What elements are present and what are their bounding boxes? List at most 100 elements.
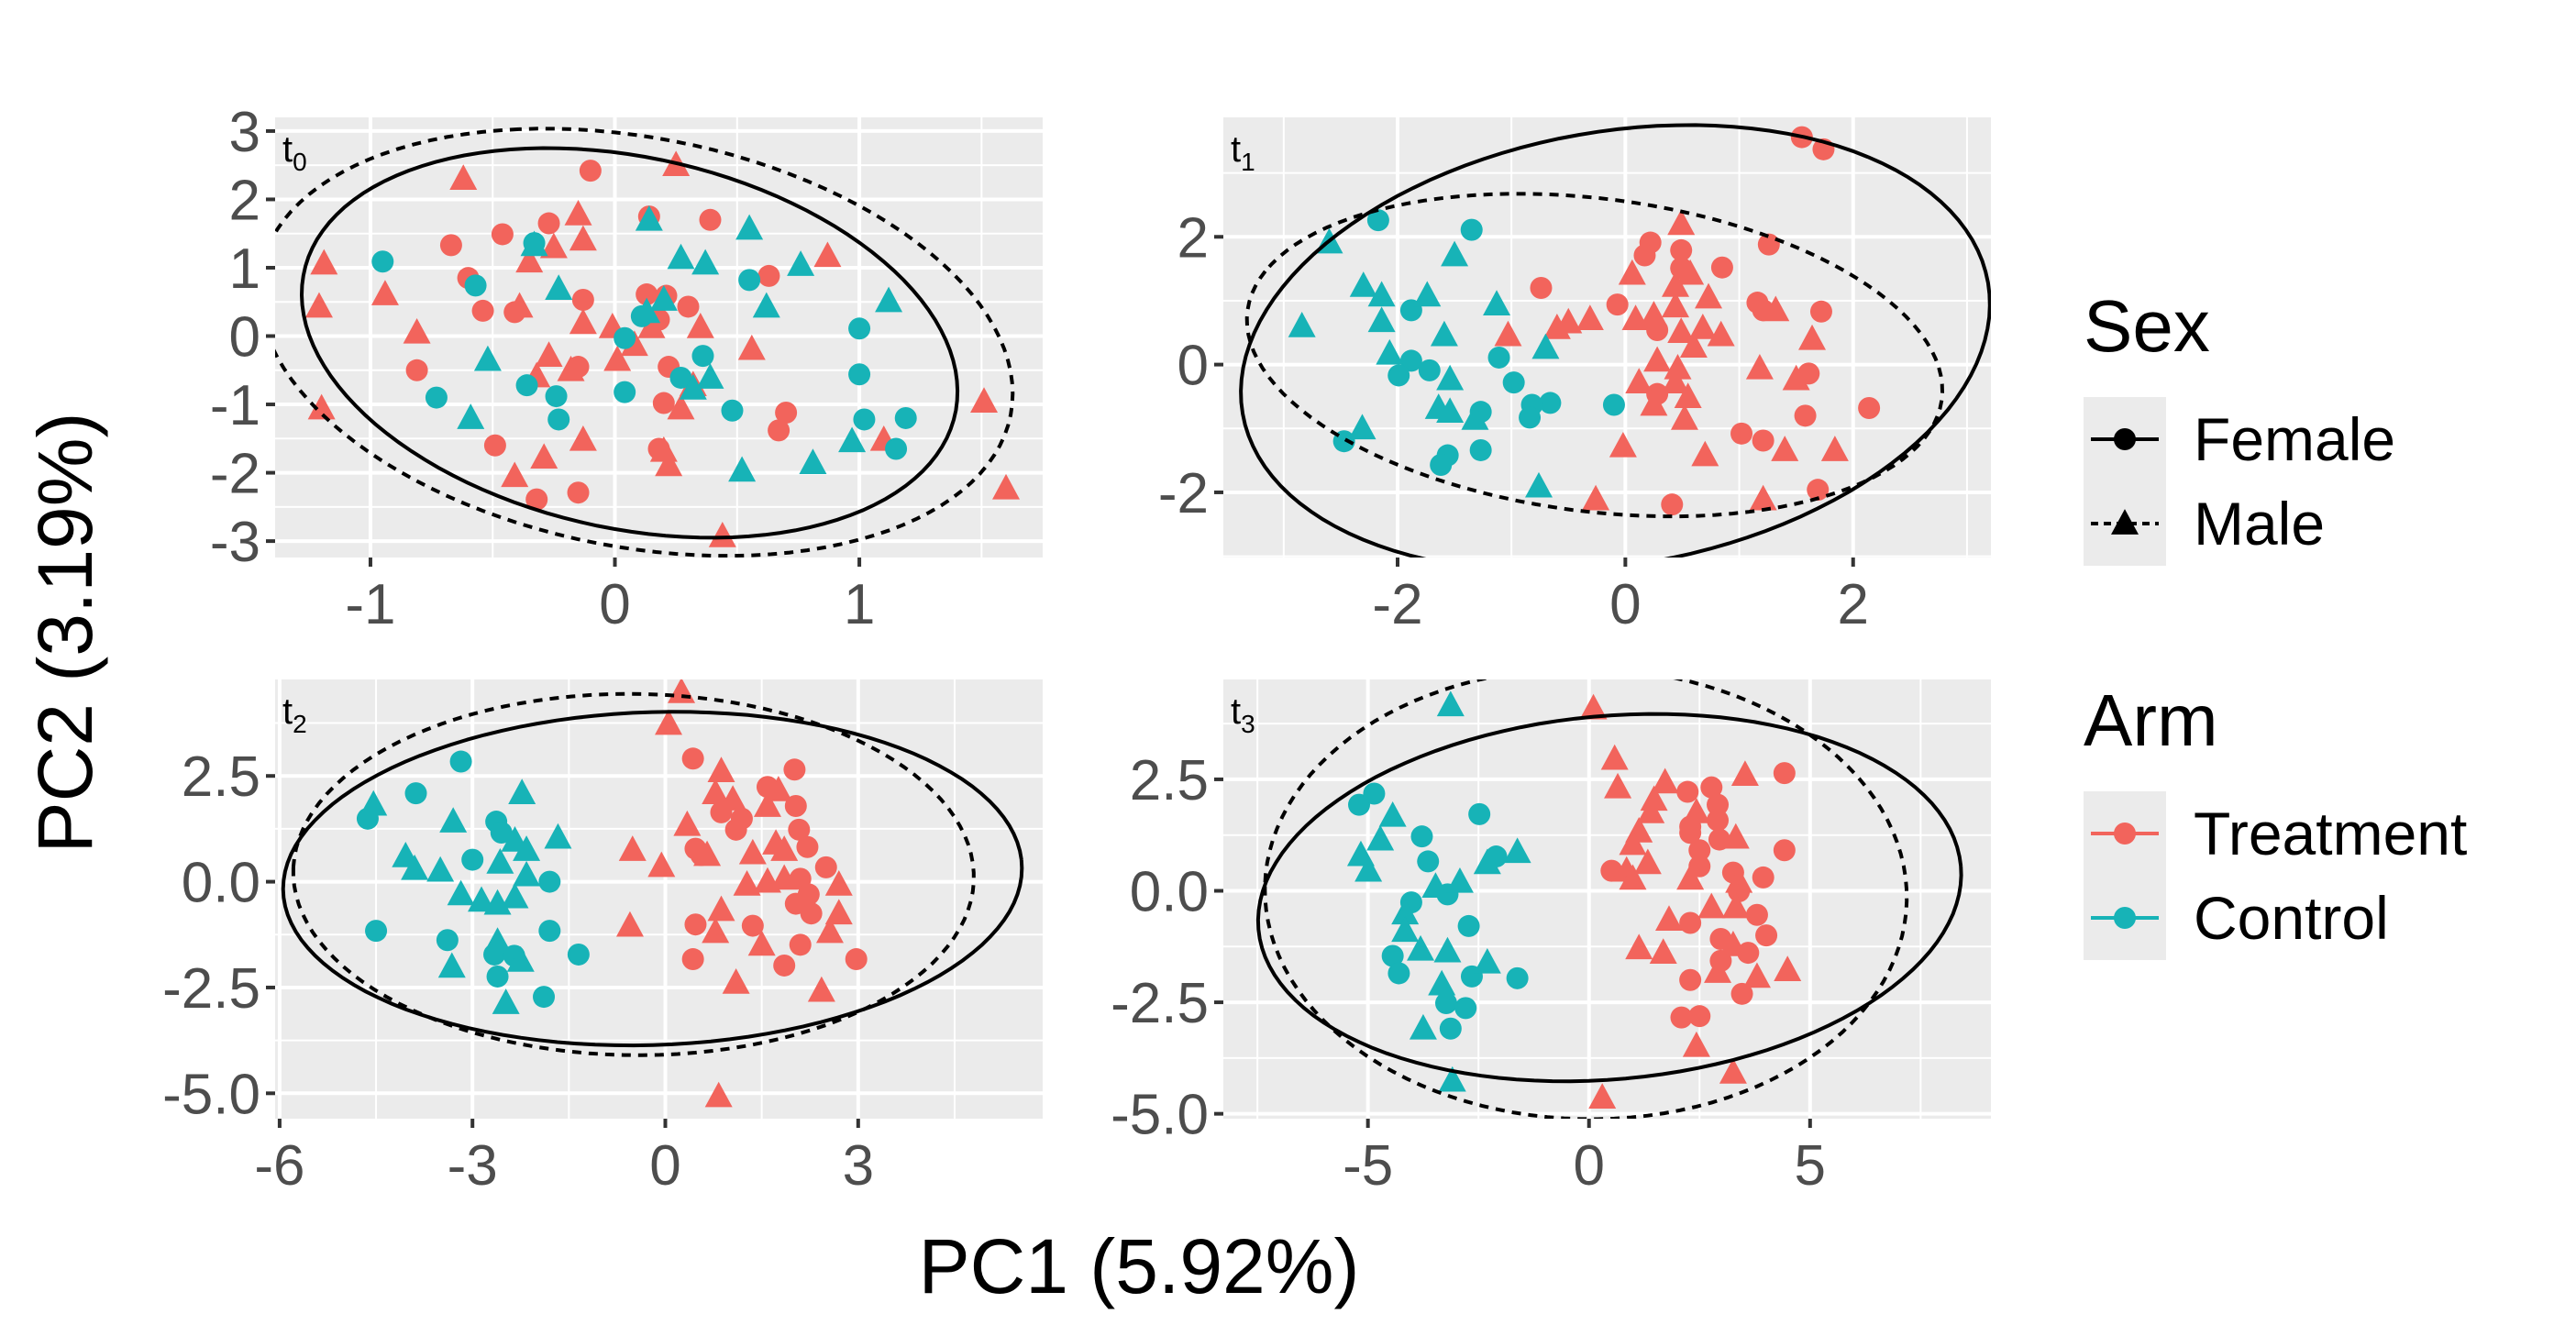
point-control-male [1531,333,1560,359]
point-control-female [436,929,459,952]
point-control-male [359,789,388,816]
panel-label: t0 [282,129,307,176]
point-control-male [633,297,661,324]
point-control-female [449,750,472,773]
point-control-female [567,943,590,966]
point-treatment-male [1655,905,1683,931]
x-tick-label: -1 [345,573,395,636]
point-control-female [721,399,744,422]
point-control-female [1469,438,1492,461]
point-treatment-male [1820,436,1849,461]
point-control-female [1366,209,1389,232]
point-treatment-male [753,791,781,817]
point-treatment-male [770,835,799,861]
point-control-female [547,408,570,431]
point-treatment-male [702,917,730,944]
point-treatment-male [737,334,766,360]
point-treatment-male [1625,933,1653,960]
point-treatment-male [1745,353,1774,380]
point-treatment-male [722,968,750,994]
point-treatment-male [707,895,735,922]
point-control-female [848,317,871,340]
point-treatment-male [1691,440,1719,467]
point-treatment-male [1707,320,1735,347]
point-control-female [1439,1017,1462,1040]
point-control-female [614,381,636,403]
confidence-ellipse-male [1244,192,1945,519]
confidence-ellipse-female [1255,712,1963,1084]
point-treatment-male [764,776,792,801]
point-control-female [425,386,448,409]
point-treatment-male [505,292,534,318]
point-control-male [1421,872,1450,899]
point-control-male [799,448,827,475]
point-treatment-male [1725,867,1753,893]
panel-background [1223,679,1991,1119]
point-control-female [1418,359,1441,381]
x-tick-label: 1 [844,573,875,636]
point-treatment-female [1773,762,1796,785]
point-treatment-female [491,223,514,246]
point-control-female [1519,406,1542,429]
point-control-female [365,920,388,943]
point-treatment-male [1774,955,1802,981]
point-treatment-female [1730,422,1753,445]
legend-item-male: Male [2084,481,2325,566]
circle-icon [2114,907,2136,929]
point-treatment-male [807,976,835,1002]
circle-icon [2114,823,2136,845]
point-control-female [538,870,561,893]
point-treatment-male [637,312,666,338]
circle-icon [2114,428,2136,450]
point-treatment-male [1637,798,1665,823]
point-control-male [1436,690,1465,717]
y-tick-label: 0.0 [182,852,260,915]
point-control-female [404,782,427,805]
point-control-male [735,214,764,240]
point-treatment-female [1755,924,1778,947]
point-control-female [853,408,876,431]
point-treatment-male [564,199,592,226]
point-control-female [1430,453,1453,476]
point-treatment-male [1662,368,1690,393]
point-treatment-female [1752,866,1774,889]
point-treatment-male [1662,271,1690,297]
point-control-female [1468,802,1491,825]
point-control-male [1413,281,1442,307]
point-treatment-male [708,522,736,547]
point-treatment-male [1730,760,1759,786]
y-tick-label: -2.5 [1111,972,1209,1035]
panel-t1: -2 0 2 2 0 -2 t1 [1158,117,1991,636]
point-treatment-male [307,393,336,420]
point-control-male [439,807,468,833]
x-tick-label: 0 [599,573,630,636]
point-treatment-male [1719,930,1747,956]
x-tick-label: -2 [1372,573,1422,636]
point-treatment-female [1752,429,1774,452]
point-treatment-male [1633,848,1662,875]
point-control-female [1539,392,1562,414]
point-treatment-female [783,758,806,781]
point-treatment-male [569,308,597,335]
confidence-ellipse-female [299,146,960,540]
point-control-male [483,927,512,953]
point-treatment-female [1707,809,1730,832]
y-tick-label: -2 [1158,462,1209,525]
point-control-male [1378,800,1407,827]
point-treatment-male [1619,864,1647,890]
point-control-male [1461,403,1489,430]
point-control-male [1409,1013,1437,1040]
panel-plot-area [1223,117,1991,558]
point-control-male [401,854,429,880]
point-treatment-male [686,312,714,338]
panel-t2: -6 -3 0 3 2.5 0.0 -2.5 -5.0 t2 [162,679,1043,1198]
x-tick-label: 0 [649,1134,680,1198]
point-treatment-female [1661,493,1684,516]
point-treatment-male [1664,353,1692,380]
point-control-male [1391,916,1420,943]
point-treatment-female [741,914,764,937]
point-treatment-male [1667,317,1696,343]
point-control-male [1349,271,1377,297]
point-control-male [486,847,514,874]
point-control-male [1445,867,1474,893]
